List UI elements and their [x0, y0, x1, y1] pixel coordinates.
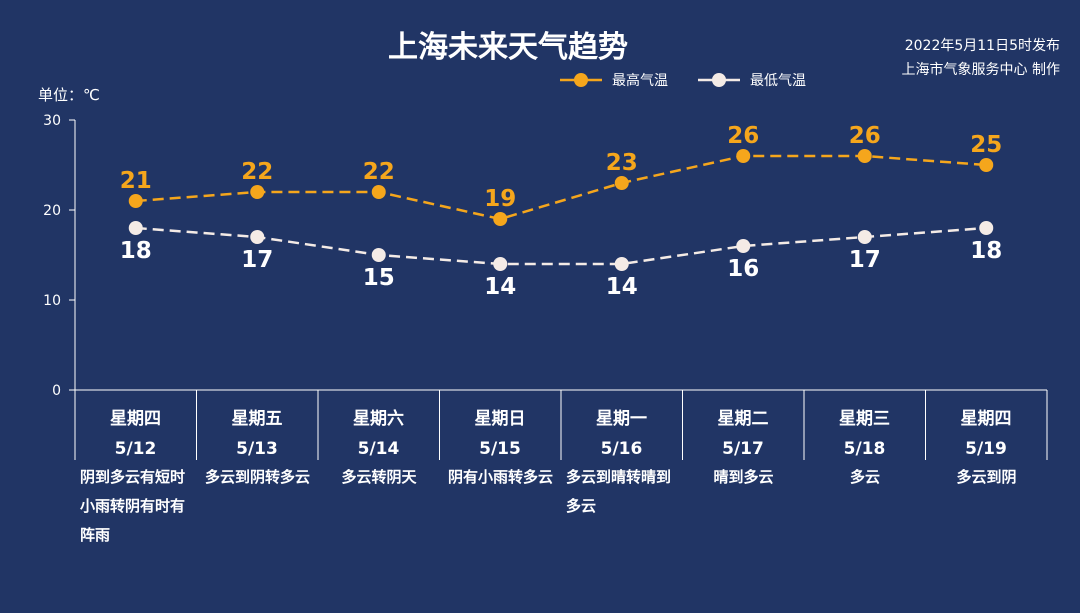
data-point-low	[857, 230, 872, 244]
data-point-low	[250, 230, 265, 244]
day-label: 星期二 5/17	[683, 404, 804, 464]
date: 5/12	[114, 439, 157, 459]
data-label-high: 25	[970, 132, 1002, 158]
weather-desc: 阴到多云有短时小雨转阴有时有阵雨	[80, 468, 186, 544]
data-point-high	[614, 176, 629, 190]
data-point-high	[979, 158, 994, 172]
weekday: 星期五	[231, 409, 283, 429]
data-label-low: 15	[363, 265, 395, 291]
day-label: 星期六 5/14	[318, 404, 439, 464]
legend-swatch-low	[698, 73, 740, 87]
data-label-low: 18	[120, 238, 152, 264]
data-point-low	[979, 221, 994, 235]
publish-date: 2022年5月11日5时发布	[904, 38, 1060, 54]
series-line-low	[135, 226, 987, 266]
legend-label-high: 最高气温	[612, 73, 668, 89]
day-label: 星期四 5/12	[75, 404, 196, 464]
data-label-low: 14	[606, 274, 638, 300]
data-label-low: 17	[241, 247, 273, 273]
weekday: 星期日	[474, 409, 526, 429]
legend-item-high: 最高气温	[560, 70, 668, 90]
data-point-low	[614, 257, 629, 271]
weekday: 星期四	[110, 409, 161, 429]
date: 5/19	[965, 439, 1007, 459]
y-tick-label: 30	[43, 113, 61, 129]
data-point-low	[128, 221, 143, 235]
data-point-high	[857, 149, 872, 163]
weather-desc: 多云	[849, 468, 880, 486]
data-point-low	[736, 239, 751, 253]
data-point-high	[128, 194, 143, 208]
date: 5/14	[357, 439, 400, 459]
y-tick-label: 20	[43, 203, 61, 219]
data-label-low: 17	[849, 247, 881, 273]
day-label: 星期日 5/15	[440, 404, 561, 464]
y-tick-label: 0	[52, 383, 61, 399]
legend-label-low: 最低气温	[750, 73, 806, 89]
day-label: 星期四 5/19	[926, 404, 1047, 464]
weekday: 星期四	[960, 409, 1012, 429]
weather-desc: 多云到阴	[956, 468, 1017, 486]
data-point-high	[250, 185, 265, 199]
weekday: 星期一	[596, 409, 647, 429]
unit-label: 单位：℃	[38, 86, 100, 104]
data-label-high: 22	[241, 159, 273, 185]
data-label-high: 26	[727, 123, 759, 149]
data-point-low	[493, 257, 508, 271]
data-label-high: 23	[606, 150, 638, 176]
data-point-high	[736, 149, 751, 163]
data-label-low: 18	[970, 238, 1002, 264]
data-point-low	[371, 248, 386, 262]
day-label: 星期五 5/13	[197, 404, 318, 464]
weekday: 星期六	[353, 409, 404, 429]
legend-swatch-high	[560, 73, 602, 87]
legend-item-low: 最低气温	[698, 70, 806, 90]
legend: 最高气温 最低气温	[560, 70, 806, 90]
publisher: 上海市气象服务中心 制作	[901, 62, 1060, 78]
date: 5/16	[600, 439, 643, 459]
date: 5/13	[236, 439, 278, 459]
weather-desc: 多云到阴转多云	[204, 468, 310, 486]
date: 5/17	[722, 439, 764, 459]
data-point-high	[371, 185, 386, 199]
weather-desc: 多云到晴转晴到多云	[566, 468, 672, 515]
chart-title: 上海未来天气趋势	[388, 30, 628, 65]
data-label-low: 16	[727, 256, 759, 282]
date: 5/15	[479, 439, 521, 459]
data-label-low: 14	[484, 274, 516, 300]
data-point-high	[493, 212, 508, 226]
publish-info: 2022年5月11日5时发布 上海市气象服务中心 制作	[902, 34, 1060, 82]
data-label-high: 21	[120, 168, 152, 194]
weather-desc: 晴到多云	[713, 468, 774, 486]
y-tick-label: 10	[43, 293, 61, 309]
day-label: 星期三 5/18	[804, 404, 925, 464]
data-label-high: 19	[484, 186, 516, 212]
weekday: 星期二	[717, 409, 769, 429]
date: 5/18	[843, 439, 886, 459]
data-label-high: 22	[363, 159, 395, 185]
data-label-high: 26	[849, 123, 881, 149]
day-label: 星期一 5/16	[561, 404, 682, 464]
weekday: 星期三	[839, 409, 890, 429]
weather-desc: 阴有小雨转多云	[447, 468, 553, 486]
series-line-high	[135, 154, 987, 221]
weather-desc: 多云转阴天	[341, 468, 417, 486]
